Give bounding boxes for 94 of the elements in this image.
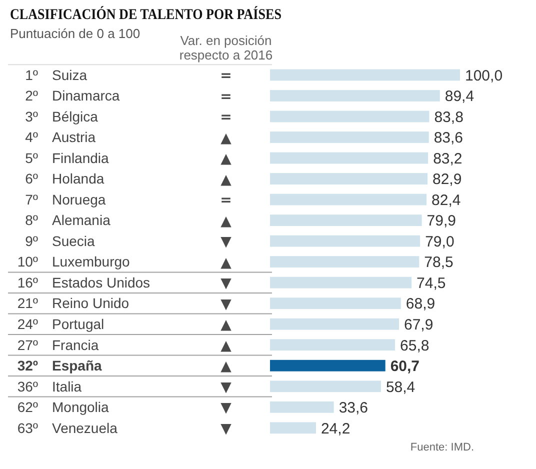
data-label: 100,0 — [465, 67, 503, 84]
text: Var. en posición respecto a 2016 — [179, 33, 273, 62]
data-label: 33,6 — [338, 400, 368, 417]
text: ▼ — [220, 276, 232, 292]
chart-title: CLASIFICACIÓN DE TALENTO POR PAÍSES — [10, 5, 282, 24]
y-tick-label: España — [52, 358, 102, 374]
text: ▼ — [220, 234, 232, 250]
text: 36º — [17, 378, 38, 394]
y-tick-label: Finlandia — [52, 150, 110, 166]
y-tick-label: Suecia — [52, 232, 96, 249]
text: ▼ — [220, 379, 232, 396]
data-label: 67,9 — [404, 316, 434, 334]
text: 6º — [25, 170, 38, 187]
text: ▲ — [220, 151, 232, 168]
text: ▼ — [220, 400, 232, 416]
data-label: 83,2 — [433, 150, 462, 168]
data-label: 74,5 — [416, 274, 446, 292]
text: 27º — [17, 336, 38, 353]
text: ▼ — [220, 420, 232, 437]
text: ▲ — [220, 317, 232, 334]
bar — [270, 214, 422, 226]
y-tick-label: Suiza — [52, 66, 88, 83]
data-label: 79,0 — [425, 233, 454, 250]
y-tick-label: Francia — [52, 336, 99, 353]
bar — [270, 256, 420, 268]
data-label: 60,7 — [390, 358, 420, 376]
bar — [270, 194, 427, 206]
y-tick-label: Dinamarca — [52, 88, 120, 104]
y-tick-label: Italia — [52, 378, 82, 394]
bar — [270, 380, 381, 392]
bar — [270, 360, 386, 372]
text: = — [220, 88, 232, 105]
text: 2º — [25, 88, 38, 104]
data-label: 83,6 — [434, 130, 464, 147]
text: 9º — [25, 232, 38, 249]
y-tick-label: Holanda — [52, 170, 104, 187]
data-label: 89,4 — [444, 88, 474, 106]
y-tick-label: Luxemburgo — [52, 254, 130, 270]
y-tick-label: Mongolia — [52, 399, 110, 416]
text: ▲ — [220, 172, 232, 188]
text: 24º — [17, 316, 38, 332]
data-label: 24,2 — [320, 420, 350, 438]
text: 3º — [25, 108, 38, 124]
y-tick-label: Portugal — [52, 316, 104, 332]
bar — [270, 110, 430, 122]
text: ▼ — [220, 296, 232, 312]
text: 10º — [17, 254, 38, 270]
y-tick-label: Alemania — [52, 212, 111, 228]
bar — [270, 90, 440, 102]
text: ▲ — [220, 338, 232, 354]
y-tick-label: Austria — [52, 129, 96, 146]
text: 32º — [17, 358, 38, 374]
bar — [270, 298, 401, 310]
bar — [270, 339, 396, 351]
bar — [270, 422, 316, 434]
data-label: 78,5 — [424, 254, 454, 272]
y-tick-label: Bélgica — [52, 108, 98, 124]
data-label: 65,8 — [400, 337, 430, 354]
bar — [270, 401, 334, 413]
text: = — [220, 68, 232, 84]
text: 5º — [25, 150, 38, 166]
data-label: 82,4 — [432, 192, 461, 209]
bar — [270, 173, 428, 184]
text: = — [220, 192, 232, 209]
text: 4º — [25, 129, 38, 146]
text: 16º — [17, 274, 38, 290]
bar — [270, 276, 412, 288]
bar — [270, 318, 400, 330]
data-label: 79,9 — [426, 212, 456, 230]
text: 7º — [25, 191, 38, 208]
text: 8º — [25, 212, 38, 228]
text: ▲ — [220, 254, 232, 271]
text: = — [220, 110, 232, 126]
text: Puntuación de 0 a 100 — [10, 26, 140, 41]
text: 63º — [17, 420, 38, 436]
text: ▲ — [220, 358, 232, 375]
text: ▲ — [220, 130, 232, 146]
bar — [270, 235, 420, 247]
text: 1º — [25, 66, 38, 83]
text: 21º — [17, 295, 38, 312]
bar — [270, 69, 460, 81]
y-tick-label: Estados Unidos — [52, 274, 150, 290]
bar — [270, 152, 428, 164]
data-label: 82,9 — [432, 171, 462, 188]
data-label: 58,4 — [386, 378, 416, 396]
y-tick-label: Venezuela — [52, 420, 118, 436]
y-tick-label: Noruega — [52, 191, 106, 208]
data-label: 83,8 — [434, 108, 464, 126]
text: ▲ — [220, 213, 232, 230]
text: 62º — [17, 399, 38, 416]
y-tick-label: Reino Unido — [52, 295, 130, 312]
data-label: 68,9 — [406, 296, 436, 313]
source-note: Fuente: IMD. — [410, 441, 474, 454]
bar — [270, 132, 429, 143]
